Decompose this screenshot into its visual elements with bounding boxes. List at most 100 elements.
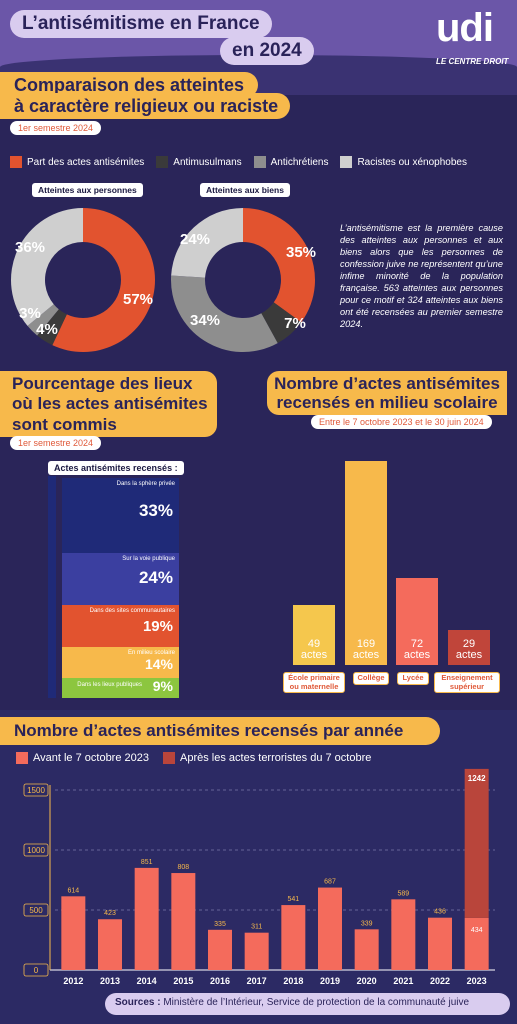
section3-title: Nombre d’actes antisémites recensés en m… xyxy=(267,371,507,415)
donut-slice-label: 57% xyxy=(123,291,153,308)
school-label-line: Collège xyxy=(357,673,385,682)
legend-swatch xyxy=(340,156,353,168)
place-label: Dans des sites communautaires xyxy=(89,608,175,614)
donut-slice xyxy=(52,208,156,352)
bar-value: 541 xyxy=(287,896,299,903)
year-bar xyxy=(464,917,489,970)
school-label-line: École primaire xyxy=(288,673,340,682)
donut-chart-biens: 35% 7% 34% 24% xyxy=(171,208,316,352)
legend-label: Part des actes antisémites xyxy=(27,156,145,168)
year-bar xyxy=(391,899,416,970)
donut-slice-label: 4% xyxy=(36,321,58,338)
legend-item: Part des actes antisémites xyxy=(10,156,144,168)
sources-prefix: Sources : xyxy=(115,997,161,1008)
bar-value: 436 xyxy=(434,909,446,916)
x-tick-label: 2012 xyxy=(63,976,83,986)
y-tick-box xyxy=(23,843,49,857)
year-bar xyxy=(281,905,306,970)
bar-value: 851 xyxy=(141,859,153,866)
place-row-lieux-publics: Dans les lieux publiques 9% xyxy=(62,678,179,698)
place-label: En milieu scolaire xyxy=(127,650,175,656)
bar-value: 335 xyxy=(214,921,226,928)
school-label-superieur: Enseignement supérieur xyxy=(434,672,500,694)
donut-slice xyxy=(261,302,302,344)
school-bar-value: 29 xyxy=(462,638,476,650)
school-bar-unit: actes xyxy=(352,649,380,661)
x-tick-label: 2014 xyxy=(137,976,157,986)
udi-logo: udi xyxy=(436,6,494,50)
year-bar xyxy=(244,932,269,970)
place-value: 14% xyxy=(144,656,173,672)
school-bar-value: 72 xyxy=(410,638,424,650)
legend-swatch xyxy=(156,156,169,168)
bar-value: 311 xyxy=(251,924,262,931)
donut-slice xyxy=(11,208,83,326)
school-bar-college: 169 actes xyxy=(345,461,387,665)
bar-value: 339 xyxy=(361,920,373,927)
legend-swatch xyxy=(163,752,175,764)
place-row-scolaire: En milieu scolaire 14% xyxy=(62,647,179,678)
sources-bar: Sources : Ministère de l’Intérieur, Serv… xyxy=(105,993,510,1015)
donut-slice-label: 7% xyxy=(284,315,306,332)
legend-swatch xyxy=(253,156,266,168)
x-tick-label: 2019 xyxy=(320,976,340,986)
place-value: 33% xyxy=(138,501,173,520)
legend-item: Antimusulmans xyxy=(156,156,242,168)
donut-slice xyxy=(171,208,243,278)
x-tick-label: 2016 xyxy=(210,976,230,986)
place-row-voie-publique: Sur la voie publique 24% xyxy=(62,553,179,605)
bar-value: 808 xyxy=(177,864,189,871)
section2-title-line2: où les actes antisémites xyxy=(0,392,217,416)
school-bar-value: 169 xyxy=(356,638,376,650)
section1-period: 1er semestre 2024 xyxy=(10,121,102,135)
donut-slice xyxy=(37,309,67,346)
yearly-bar-chart: 0 500 1000 1500 614 2012 423 2013 851 2014 808 2015… xyxy=(23,765,495,986)
y-tick-label: 1000 xyxy=(27,846,45,855)
school-bar-unit: actes xyxy=(403,649,431,661)
section2-period: 1er semestre 2024 xyxy=(10,436,102,450)
donut-slice-label: 34% xyxy=(190,312,220,329)
bar-value: 614 xyxy=(67,887,79,894)
x-tick-label: 2021 xyxy=(393,976,413,986)
school-label-line: Enseignement xyxy=(441,673,493,682)
year-bar xyxy=(171,873,196,970)
year-legend: Avant le 7 octobre 2023 Après les actes … xyxy=(16,752,371,764)
places-header: Actes antisémites recensés : xyxy=(48,461,184,475)
section4-bg xyxy=(0,710,517,1024)
year-bar xyxy=(208,929,232,970)
school-bar-unit: actes xyxy=(300,649,328,661)
year-bar xyxy=(61,896,86,970)
place-value: 19% xyxy=(142,618,173,635)
section2-title-line1: Pourcentage des lieux xyxy=(0,371,217,395)
section4-title: Nombre d’actes antisémites recensés par … xyxy=(0,717,440,745)
donut-slice-label: 24% xyxy=(180,231,210,248)
place-label: Dans la sphère privée xyxy=(116,481,175,487)
school-label-primaire: École primaire ou maternelle xyxy=(283,672,345,694)
bar-value: 589 xyxy=(397,890,409,897)
bar-value: 687 xyxy=(324,879,336,886)
donut-slice xyxy=(27,304,59,336)
y-tick-label: 500 xyxy=(29,906,43,915)
school-label-line: Lycée xyxy=(402,673,424,682)
school-bar-value: 49 xyxy=(307,638,321,650)
donut-slice xyxy=(171,275,278,352)
y-tick-label: 0 xyxy=(34,966,39,975)
place-value: 9% xyxy=(152,678,173,694)
place-label: Sur la voie publique xyxy=(122,556,175,562)
y-tick-box xyxy=(23,963,49,977)
section3-title-line1: Nombre d’actes antisémites xyxy=(274,374,500,393)
place-value: 24% xyxy=(138,568,173,587)
x-tick-label: 2017 xyxy=(247,976,267,986)
legend-label: Antichrétiens xyxy=(270,156,329,168)
sources-text: Ministère de l’Intérieur, Service de pro… xyxy=(160,997,470,1008)
donut-legend: Part des actes antisémites Antimusulmans… xyxy=(10,156,467,168)
bar-value-after: 1242 xyxy=(468,774,486,783)
y-tick-label: 1500 xyxy=(27,786,45,795)
donut-chart-personnes: 57% 4%3% 36% xyxy=(11,208,156,352)
place-row-communautaires: Dans des sites communautaires 19% xyxy=(62,605,179,647)
x-tick-label: 2023 xyxy=(467,976,487,986)
place-row-prive: Dans la sphère privée 33% xyxy=(62,478,179,553)
udi-logo-tagline: LE CENTRE DROIT xyxy=(436,57,509,66)
donut-slice-label: 3% xyxy=(19,305,41,322)
x-tick-label: 2022 xyxy=(430,976,450,986)
